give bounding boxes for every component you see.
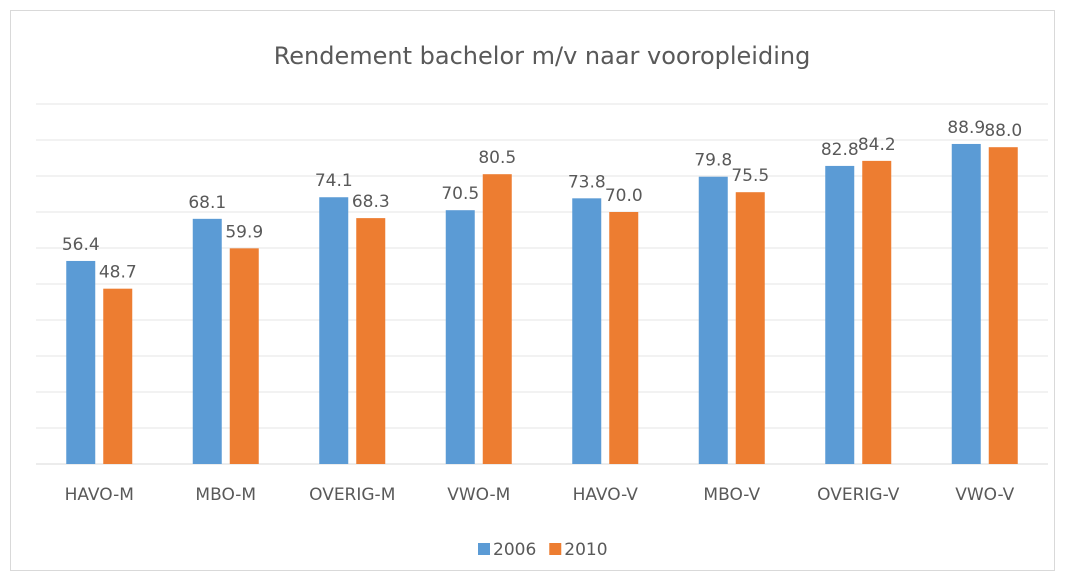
chart-title: Rendement bachelor m/v naar vooropleidin… — [274, 42, 811, 70]
x-tick-label: VWO-M — [447, 485, 510, 505]
value-label: 70.5 — [441, 184, 479, 204]
bar — [825, 165, 855, 465]
x-tick-label: HAVO-V — [573, 485, 639, 505]
value-label: 75.5 — [731, 166, 769, 186]
value-label: 88.9 — [947, 118, 985, 138]
x-tick-label: OVERIG-M — [309, 485, 395, 505]
bar — [66, 260, 96, 464]
legend-label: 2006 — [493, 540, 536, 560]
value-label: 48.7 — [99, 263, 137, 283]
value-label: 79.8 — [694, 151, 732, 171]
x-tick-label: OVERIG-V — [817, 485, 900, 505]
bar — [698, 176, 728, 464]
value-label: 73.8 — [568, 172, 606, 192]
bar — [319, 197, 349, 465]
value-label: 80.5 — [478, 148, 516, 168]
value-label: 68.1 — [188, 193, 226, 213]
bar — [356, 218, 386, 464]
legend-label: 2010 — [564, 540, 607, 560]
value-label: 82.8 — [821, 140, 859, 160]
value-label: 59.9 — [225, 222, 263, 242]
value-label: 84.2 — [858, 135, 896, 155]
x-tick-label: MBO-V — [703, 485, 760, 505]
legend-swatch — [478, 543, 490, 555]
x-tick-label: HAVO-M — [65, 485, 134, 505]
bar — [862, 160, 892, 464]
bar — [951, 143, 981, 464]
x-tick-label: VWO-V — [955, 485, 1014, 505]
bar — [229, 248, 259, 464]
value-label: 88.0 — [984, 121, 1022, 141]
bar — [572, 198, 602, 464]
bar — [445, 210, 475, 464]
x-tick-label: MBO-M — [195, 485, 256, 505]
bar — [609, 212, 639, 464]
bar — [103, 288, 133, 464]
bar — [192, 218, 222, 464]
bar — [482, 174, 512, 464]
value-label: 68.3 — [352, 192, 390, 212]
bar — [988, 147, 1018, 464]
value-label: 56.4 — [62, 235, 100, 255]
value-label: 74.1 — [315, 171, 353, 191]
legend-swatch — [549, 543, 562, 555]
value-label: 70.0 — [605, 186, 643, 206]
bar — [735, 192, 765, 464]
